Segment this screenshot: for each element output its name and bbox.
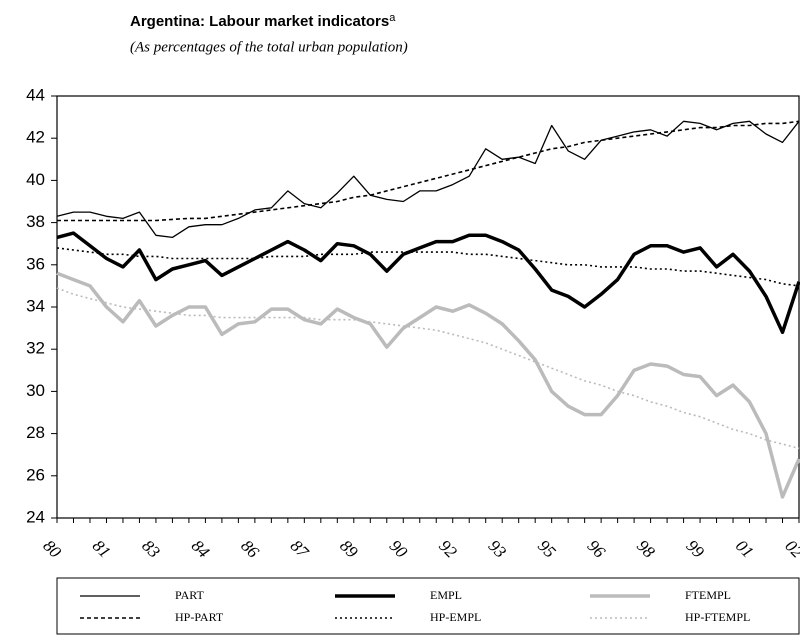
legend-label: PART [175, 588, 205, 602]
y-tick-label: 42 [26, 128, 45, 147]
x-tick-label: 87 [287, 536, 314, 563]
series-line [57, 120, 800, 222]
series-line [56, 247, 800, 287]
series-line [56, 271, 800, 499]
x-tick-label: 01 [732, 536, 757, 561]
title-note: a [389, 12, 396, 24]
x-tick-label: 02 [781, 536, 800, 562]
y-tick-label: 40 [26, 170, 45, 189]
chart-title: Argentina: Labour market indicatorsa [130, 12, 396, 30]
chart-subtitle: (As percentages of the total urban popul… [130, 39, 408, 55]
x-tick-label: 98 [633, 536, 659, 562]
y-tick-label: 28 [26, 423, 45, 442]
series-line [56, 120, 800, 239]
x-tick-label: 90 [386, 536, 412, 562]
legend-box [56, 577, 800, 635]
y-tick-label: 24 [26, 507, 45, 526]
plot-frame [56, 95, 800, 519]
series-line [56, 231, 800, 335]
legend-label: HP-EMPL [430, 610, 481, 624]
title-text: Argentina: Labour market indicators [130, 13, 389, 30]
x-tick-label: 83 [138, 536, 163, 561]
x-tick-label: 99 [682, 536, 708, 562]
legend-label: HP-PART [175, 610, 224, 624]
legend-label: EMPL [430, 588, 462, 602]
x-tick-label: 93 [485, 536, 510, 561]
x-tick-label: 89 [336, 536, 362, 562]
legend-label: FTEMPL [685, 588, 731, 602]
y-tick-label: 26 [26, 465, 45, 484]
x-tick-label: 86 [237, 536, 263, 562]
x-tick-label: 81 [89, 536, 114, 561]
y-tick-label: 36 [26, 254, 45, 273]
x-tick-label: 96 [584, 536, 610, 562]
y-tick-label: 32 [26, 339, 45, 358]
y-tick-label: 30 [26, 381, 45, 400]
x-tick-label: 80 [39, 536, 65, 562]
x-tick-label: 92 [435, 536, 461, 562]
legend-label: HP-FTEMPL [685, 610, 750, 624]
x-tick-label: 95 [534, 536, 559, 561]
y-tick-label: 38 [26, 212, 45, 231]
y-tick-label: 34 [26, 296, 45, 315]
series-line [56, 287, 800, 450]
x-tick-label: 84 [188, 536, 214, 562]
y-tick-label: 44 [26, 85, 45, 104]
